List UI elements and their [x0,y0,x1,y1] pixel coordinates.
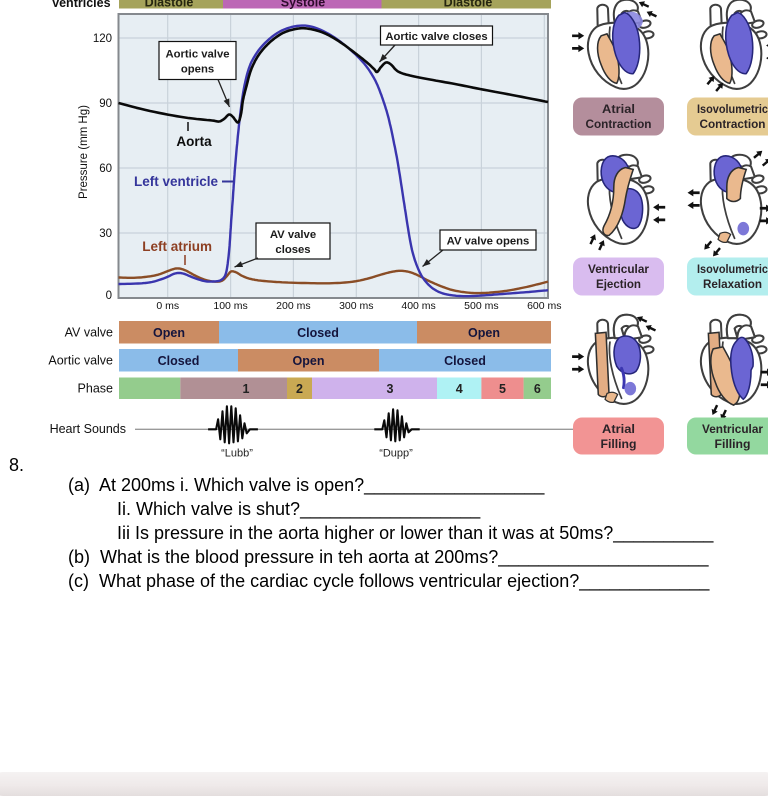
svg-text:“Dupp”: “Dupp” [379,448,413,460]
svg-text:“Lubb”: “Lubb” [221,448,253,460]
svg-text:opens: opens [181,63,214,75]
svg-text:Contraction: Contraction [586,117,652,131]
svg-text:Atrial: Atrial [602,422,635,436]
svg-text:Open: Open [293,354,325,368]
svg-text:Contraction: Contraction [700,117,766,131]
svg-text:300 ms: 300 ms [339,300,373,312]
svg-text:30: 30 [99,228,112,240]
svg-text:4: 4 [456,382,463,396]
svg-text:Open: Open [468,326,500,340]
svg-text:90: 90 [99,98,112,110]
svg-text:Filling: Filling [715,437,751,451]
svg-text:Isovolumetric: Isovolumetric [697,262,768,276]
svg-text:Ejection: Ejection [596,277,641,291]
svg-text:AV valve: AV valve [270,229,316,241]
svg-text:AV valve: AV valve [65,326,113,340]
svg-text:0: 0 [106,290,112,302]
svg-text:Ventricles: Ventricles [51,0,110,10]
svg-text:200 ms: 200 ms [276,300,310,312]
svg-text:120: 120 [93,33,112,45]
svg-text:Aortic valve closes: Aortic valve closes [385,31,487,43]
svg-text:Ventricular: Ventricular [588,262,649,276]
svg-text:Atrial: Atrial [602,102,635,116]
svg-text:Closed: Closed [158,354,200,368]
svg-text:Closed: Closed [444,354,486,368]
svg-text:5: 5 [499,382,506,396]
svg-text:3: 3 [387,382,394,396]
svg-text:100 ms: 100 ms [213,300,247,312]
svg-text:Heart Sounds: Heart Sounds [50,422,126,436]
svg-text:AV valve opens: AV valve opens [447,235,530,247]
svg-text:6: 6 [534,382,541,396]
svg-text:Filling: Filling [601,437,637,451]
svg-text:Relaxation: Relaxation [703,277,762,291]
svg-text:Aortic valve: Aortic valve [165,48,229,60]
svg-text:60: 60 [99,163,112,175]
svg-text:Ventricular: Ventricular [702,422,763,436]
svg-text:600 ms: 600 ms [527,300,561,312]
svg-text:Isovolumetric: Isovolumetric [697,102,768,116]
svg-text:closes: closes [275,244,310,256]
svg-text:Aorta: Aorta [176,134,212,149]
svg-text:1: 1 [243,382,250,396]
svg-text:Closed: Closed [297,326,339,340]
svg-text:0 ms: 0 ms [156,300,179,312]
svg-text:Diastole: Diastole [444,0,493,10]
svg-text:Left atrium: Left atrium [142,239,212,254]
svg-text:Open: Open [153,326,185,340]
svg-text:400 ms: 400 ms [401,300,435,312]
svg-text:Aortic valve: Aortic valve [48,354,113,368]
svg-text:500 ms: 500 ms [464,300,498,312]
svg-text:Diastole: Diastole [145,0,194,10]
svg-text:2: 2 [296,382,303,396]
svg-text:Pressure (mm Hg): Pressure (mm Hg) [78,105,90,199]
svg-text:Phase: Phase [78,382,113,396]
svg-text:Left ventricle: Left ventricle [134,174,219,189]
svg-text:Systole: Systole [281,0,326,10]
